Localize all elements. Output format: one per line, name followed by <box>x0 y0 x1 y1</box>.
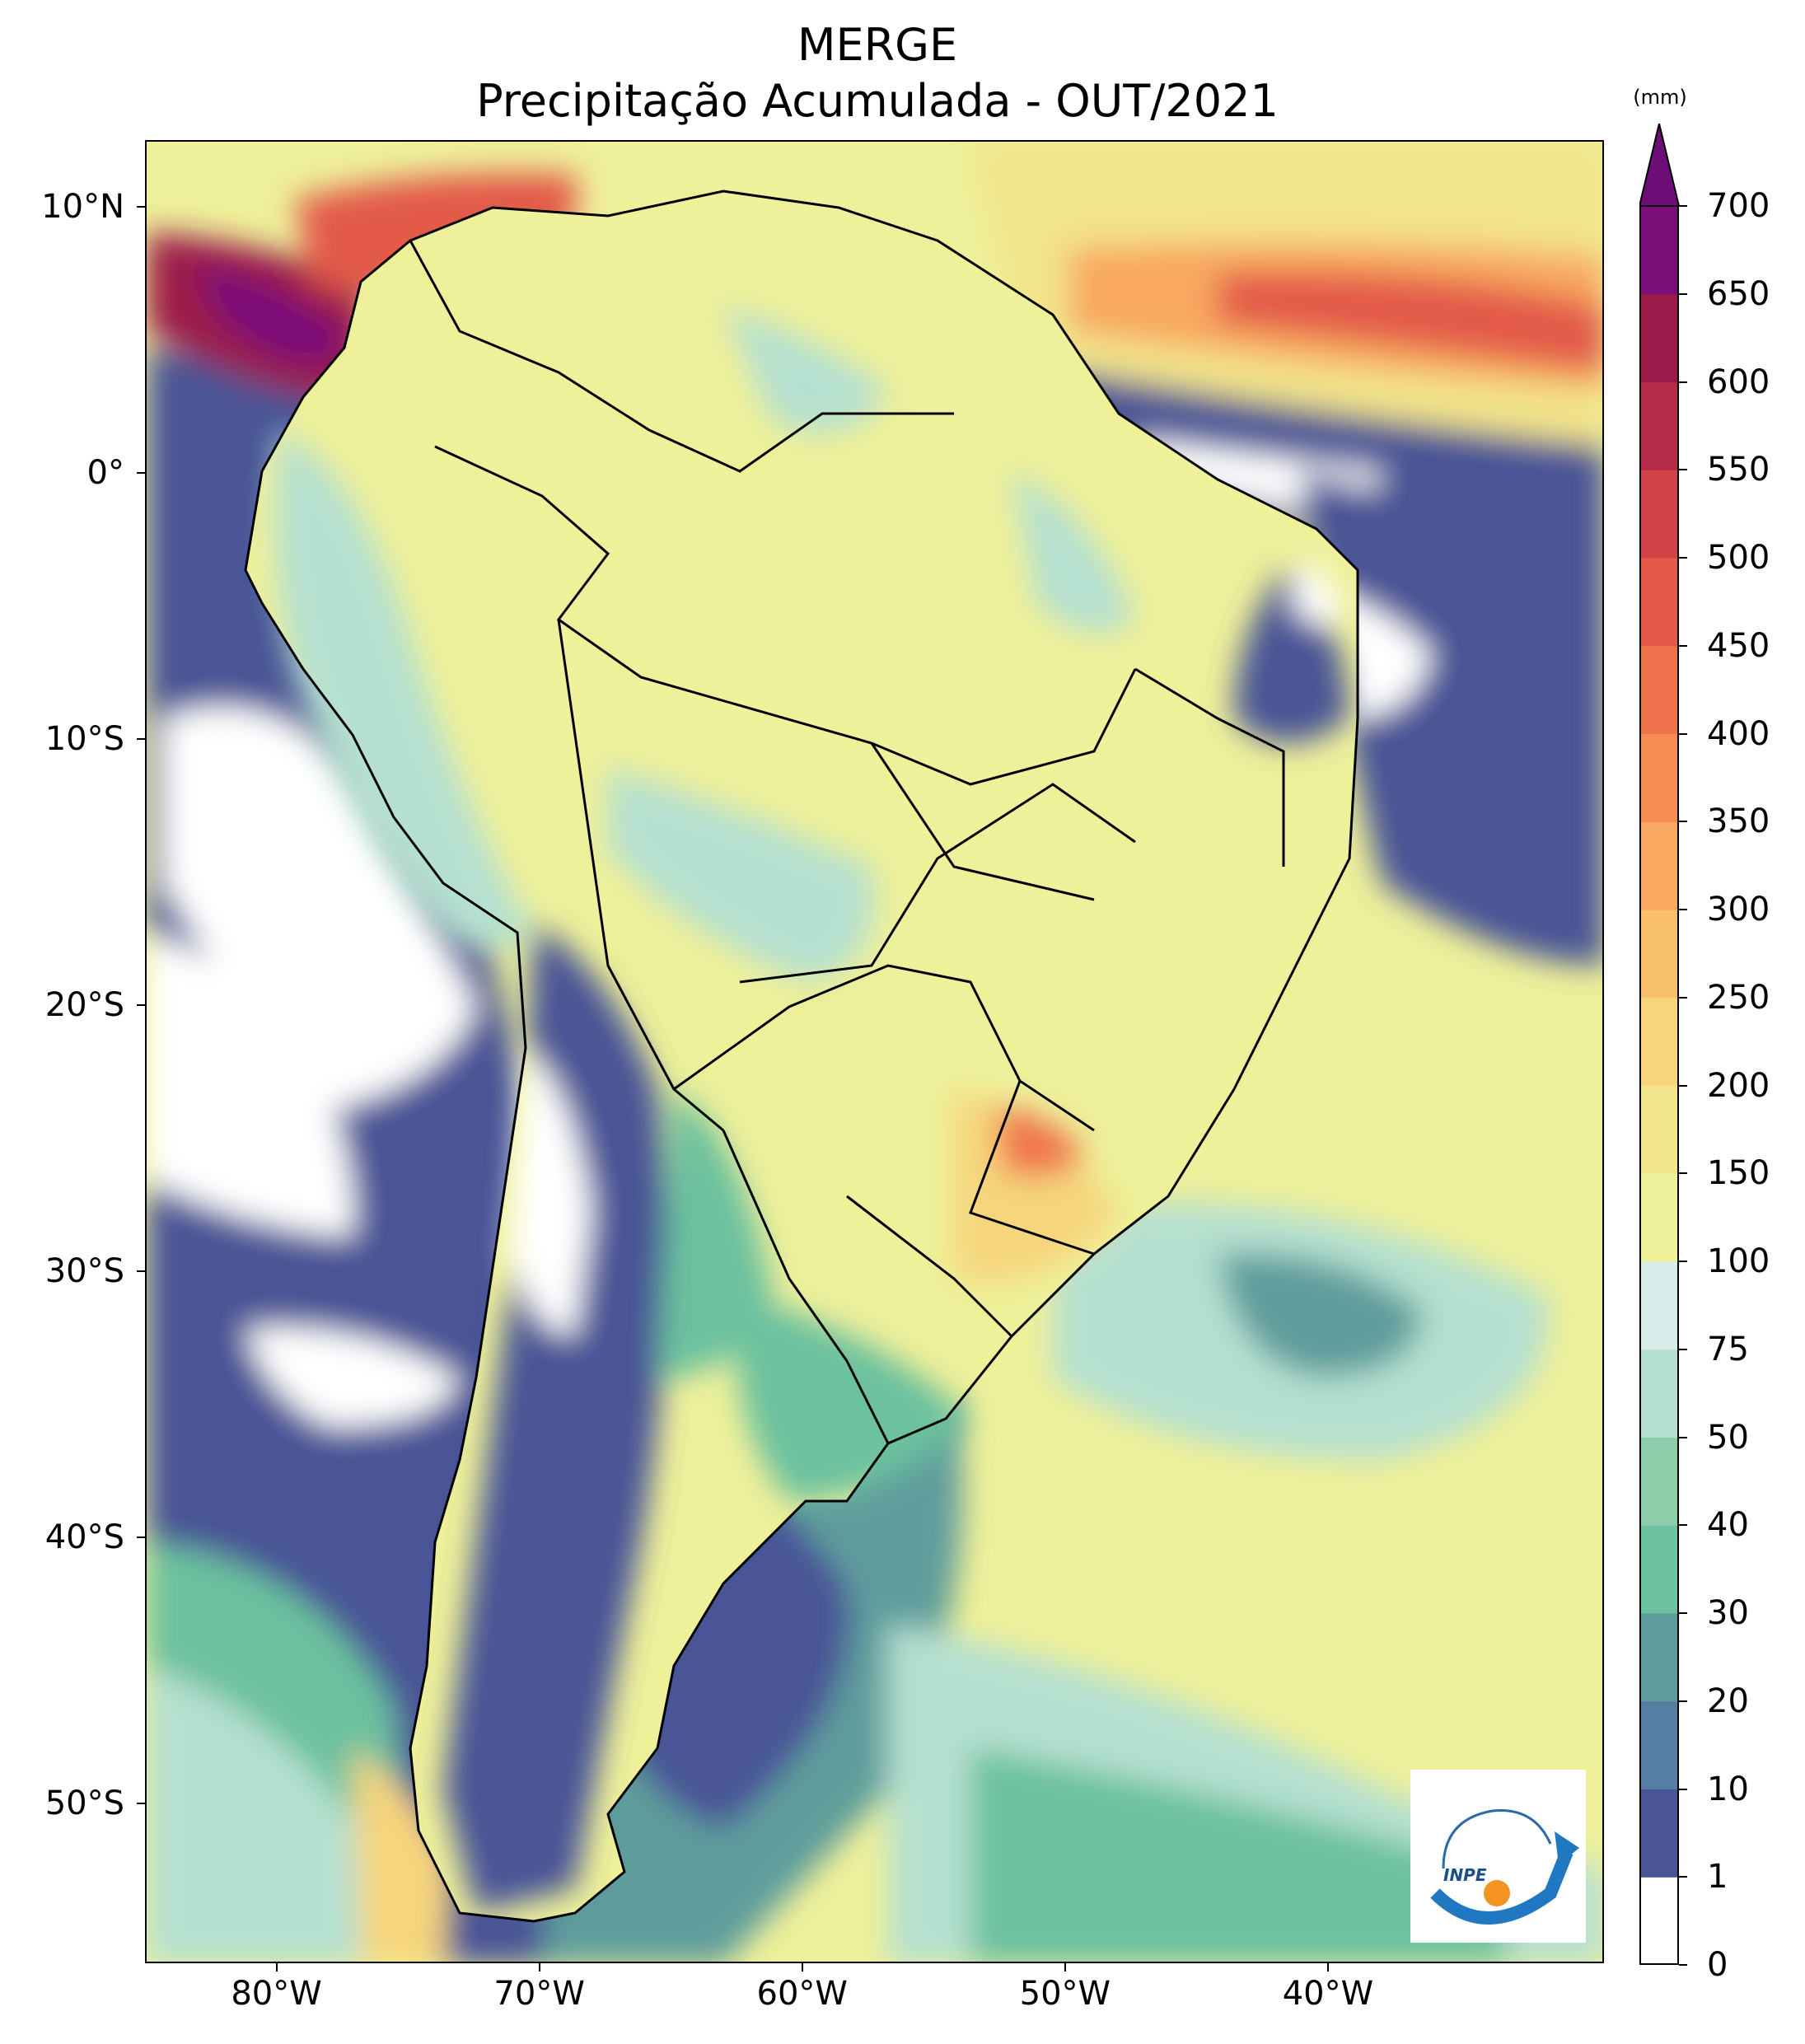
map-title: MERGE <box>797 19 958 71</box>
latitude-tick <box>137 471 145 474</box>
colorbar-level-label: 300 <box>1707 891 1770 928</box>
colorbar-tick <box>1679 1436 1687 1438</box>
colorbar-segment <box>1639 1261 1679 1350</box>
longitude-label: 70°W <box>493 1975 585 2013</box>
colorbar-segment <box>1639 381 1679 470</box>
latitude-tick <box>137 1537 145 1539</box>
colorbar-unit: (mm) <box>1633 86 1687 109</box>
colorbar-tick <box>1679 821 1687 823</box>
colorbar-level-label: 30 <box>1707 1594 1749 1632</box>
colorbar-level-label: 0 <box>1707 1946 1728 1984</box>
colorbar-frame <box>1639 205 1679 1965</box>
colorbar-tick <box>1679 909 1687 910</box>
colorbar-level-label: 100 <box>1707 1242 1770 1280</box>
colorbar-tick <box>1679 1084 1687 1087</box>
colorbar-tick <box>1679 469 1687 471</box>
colorbar-segment <box>1639 1877 1679 1965</box>
longitude-label: 50°W <box>1019 1975 1111 2013</box>
colorbar-tick <box>1679 1964 1687 1966</box>
colorbar-level-label: 10 <box>1707 1770 1749 1808</box>
colorbar-level-label: 550 <box>1707 451 1770 489</box>
precipitation-map <box>145 140 1604 1963</box>
longitude-tick <box>1326 1963 1329 1972</box>
colorbar-segment <box>1639 1437 1679 1526</box>
colorbar-level-label: 500 <box>1707 539 1770 577</box>
colorbar-segment <box>1639 1613 1679 1702</box>
colorbar-level-label: 600 <box>1707 362 1770 401</box>
inpe-logo-icon <box>1430 1809 1579 1925</box>
latitude-label: 40°S <box>44 1518 124 1557</box>
colorbar-level-label: 200 <box>1707 1066 1770 1105</box>
colorbar-segment <box>1639 1349 1679 1438</box>
colorbar-level-label: 20 <box>1707 1682 1749 1720</box>
inpe-logo-text: INPE <box>1443 1865 1487 1885</box>
latitude-tick <box>137 205 145 208</box>
map-canvas <box>147 142 1602 1962</box>
colorbar-segment <box>1639 733 1679 822</box>
south-america-landmass <box>245 191 1358 1921</box>
colorbar-level-label: 650 <box>1707 274 1770 313</box>
colorbar-tick <box>1679 996 1687 999</box>
colorbar-level-label: 40 <box>1707 1506 1749 1545</box>
country-borders <box>244 189 1359 1923</box>
colorbar-level-label: 700 <box>1707 187 1770 225</box>
colorbar-tick <box>1679 557 1687 559</box>
colorbar-segment <box>1639 558 1679 647</box>
colorbar-level-label: 150 <box>1707 1154 1770 1193</box>
colorbar-tick <box>1679 1348 1687 1350</box>
inpe-logo <box>1410 1770 1586 1943</box>
colorbar-level-label: 75 <box>1707 1330 1749 1368</box>
colorbar-segment <box>1639 1525 1679 1614</box>
colorbar-segment <box>1639 206 1679 295</box>
colorbar-tick <box>1679 1788 1687 1790</box>
colorbar-segment <box>1639 1173 1679 1262</box>
colorbar-segment <box>1639 470 1679 559</box>
longitude-tick <box>801 1963 803 1972</box>
colorbar-level-label: 250 <box>1707 978 1770 1017</box>
map-subtitle: Precipitação Acumulada - OUT/2021 <box>476 75 1279 127</box>
colorbar-segment <box>1639 645 1679 734</box>
colorbar-extend-arrow <box>1639 124 1681 207</box>
latitude-label: 10°S <box>44 719 124 758</box>
longitude-label: 60°W <box>756 1975 848 2013</box>
colorbar-tick <box>1679 644 1687 647</box>
colorbar-segment <box>1639 1700 1679 1789</box>
colorbar-tick <box>1679 381 1687 383</box>
colorbar-tick <box>1679 732 1687 735</box>
colorbar-tick <box>1679 1700 1687 1702</box>
latitude-label: 20°S <box>44 985 124 1024</box>
colorbar-tick <box>1679 1524 1687 1527</box>
colorbar-tick <box>1679 1876 1687 1878</box>
latitude-label: 30°S <box>44 1252 124 1291</box>
colorbar-level-label: 50 <box>1707 1418 1749 1457</box>
colorbar-segment <box>1639 293 1679 382</box>
colorbar-segment <box>1639 1789 1679 1878</box>
latitude-label: 0° <box>87 453 124 492</box>
colorbar-tick <box>1679 292 1687 295</box>
longitude-tick <box>538 1963 540 1972</box>
colorbar-tick <box>1679 1612 1687 1614</box>
colorbar-tick <box>1679 205 1687 207</box>
latitude-label: 50°S <box>44 1784 124 1823</box>
colorbar-level-label: 400 <box>1707 714 1770 753</box>
latitude-tick <box>137 737 145 740</box>
colorbar-level-label: 350 <box>1707 802 1770 841</box>
longitude-tick <box>1064 1963 1066 1972</box>
latitude-tick <box>137 1270 145 1273</box>
colorbar <box>1639 124 1681 1965</box>
colorbar-level-label: 1 <box>1707 1858 1728 1897</box>
latitude-label: 10°N <box>41 187 124 226</box>
latitude-tick <box>137 1003 145 1006</box>
colorbar-level-label: 450 <box>1707 626 1770 665</box>
longitude-label: 40°W <box>1282 1975 1374 2013</box>
colorbar-tick <box>1679 1172 1687 1175</box>
colorbar-segment <box>1639 821 1679 910</box>
latitude-tick <box>137 1803 145 1805</box>
colorbar-segment <box>1639 997 1679 1086</box>
longitude-tick <box>275 1963 278 1972</box>
colorbar-segment <box>1639 1085 1679 1174</box>
colorbar-segment <box>1639 910 1679 999</box>
longitude-label: 80°W <box>231 1975 322 2013</box>
colorbar-tick <box>1679 1261 1687 1262</box>
